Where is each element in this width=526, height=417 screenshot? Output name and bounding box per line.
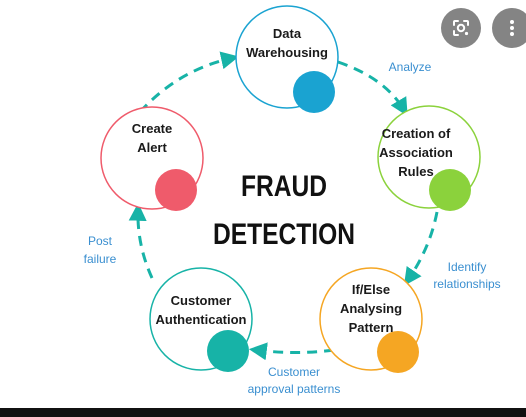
node-label-line: Analysing [340,301,402,316]
connector-arrows [128,51,439,361]
node-create-alert: Create Alert [100,106,204,211]
bottom-bar [0,408,526,417]
title-line-1: FRAUD [241,169,327,203]
node-dot [155,169,197,211]
edge-label-post-failure-line: failure [84,252,117,266]
node-customer-authentication: Customer Authentication [149,267,253,372]
node-dot [207,330,249,372]
node-label-line: If/Else [352,282,390,297]
node-association-rules: Creation of Association Rules [377,105,481,211]
arrow-association-to-pattern [403,211,439,286]
node-dot [377,331,419,373]
edge-label-identify-line: relationships [433,277,500,291]
more-options-icon [510,20,514,36]
node-label-line: Authentication [156,312,247,327]
node-label-line: Customer [171,293,232,308]
edge-label-identify-line: Identify [448,260,487,274]
node-label-line: Rules [398,164,433,179]
center-title: FRAUD DETECTION [213,169,355,251]
more-options-button[interactable] [492,8,526,48]
node-label-line: Create [132,121,172,136]
node-label-line: Alert [137,140,167,155]
arrow-authentication-to-alert [128,202,154,279]
node-data-warehousing: Data Warehousing [235,5,339,113]
edge-label-approval-line: approval patterns [248,382,341,396]
node-if-else-pattern: If/Else Analysing Pattern [319,267,423,373]
google-lens-icon [453,20,469,36]
edge-label-post-failure-line: Post [88,234,113,248]
google-lens-button[interactable] [441,8,481,48]
node-label-line: Association [379,145,453,160]
node-label-line: Pattern [349,320,394,335]
node-dot [293,71,335,113]
node-label-line: Creation of [382,126,451,141]
arrow-pattern-to-authentication [248,342,335,361]
title-line-2: DETECTION [213,217,355,251]
arrow-alert-to-warehousing [138,51,240,114]
node-label-line: Warehousing [246,45,328,60]
arrow-warehousing-to-association [337,60,408,117]
edge-labels: Analyze Identify relationships Customer … [84,60,501,396]
node-dot [429,169,471,211]
edge-label-analyze: Analyze [389,60,432,74]
edge-label-approval-line: Customer [268,365,320,379]
node-label-line: Data [273,26,302,41]
